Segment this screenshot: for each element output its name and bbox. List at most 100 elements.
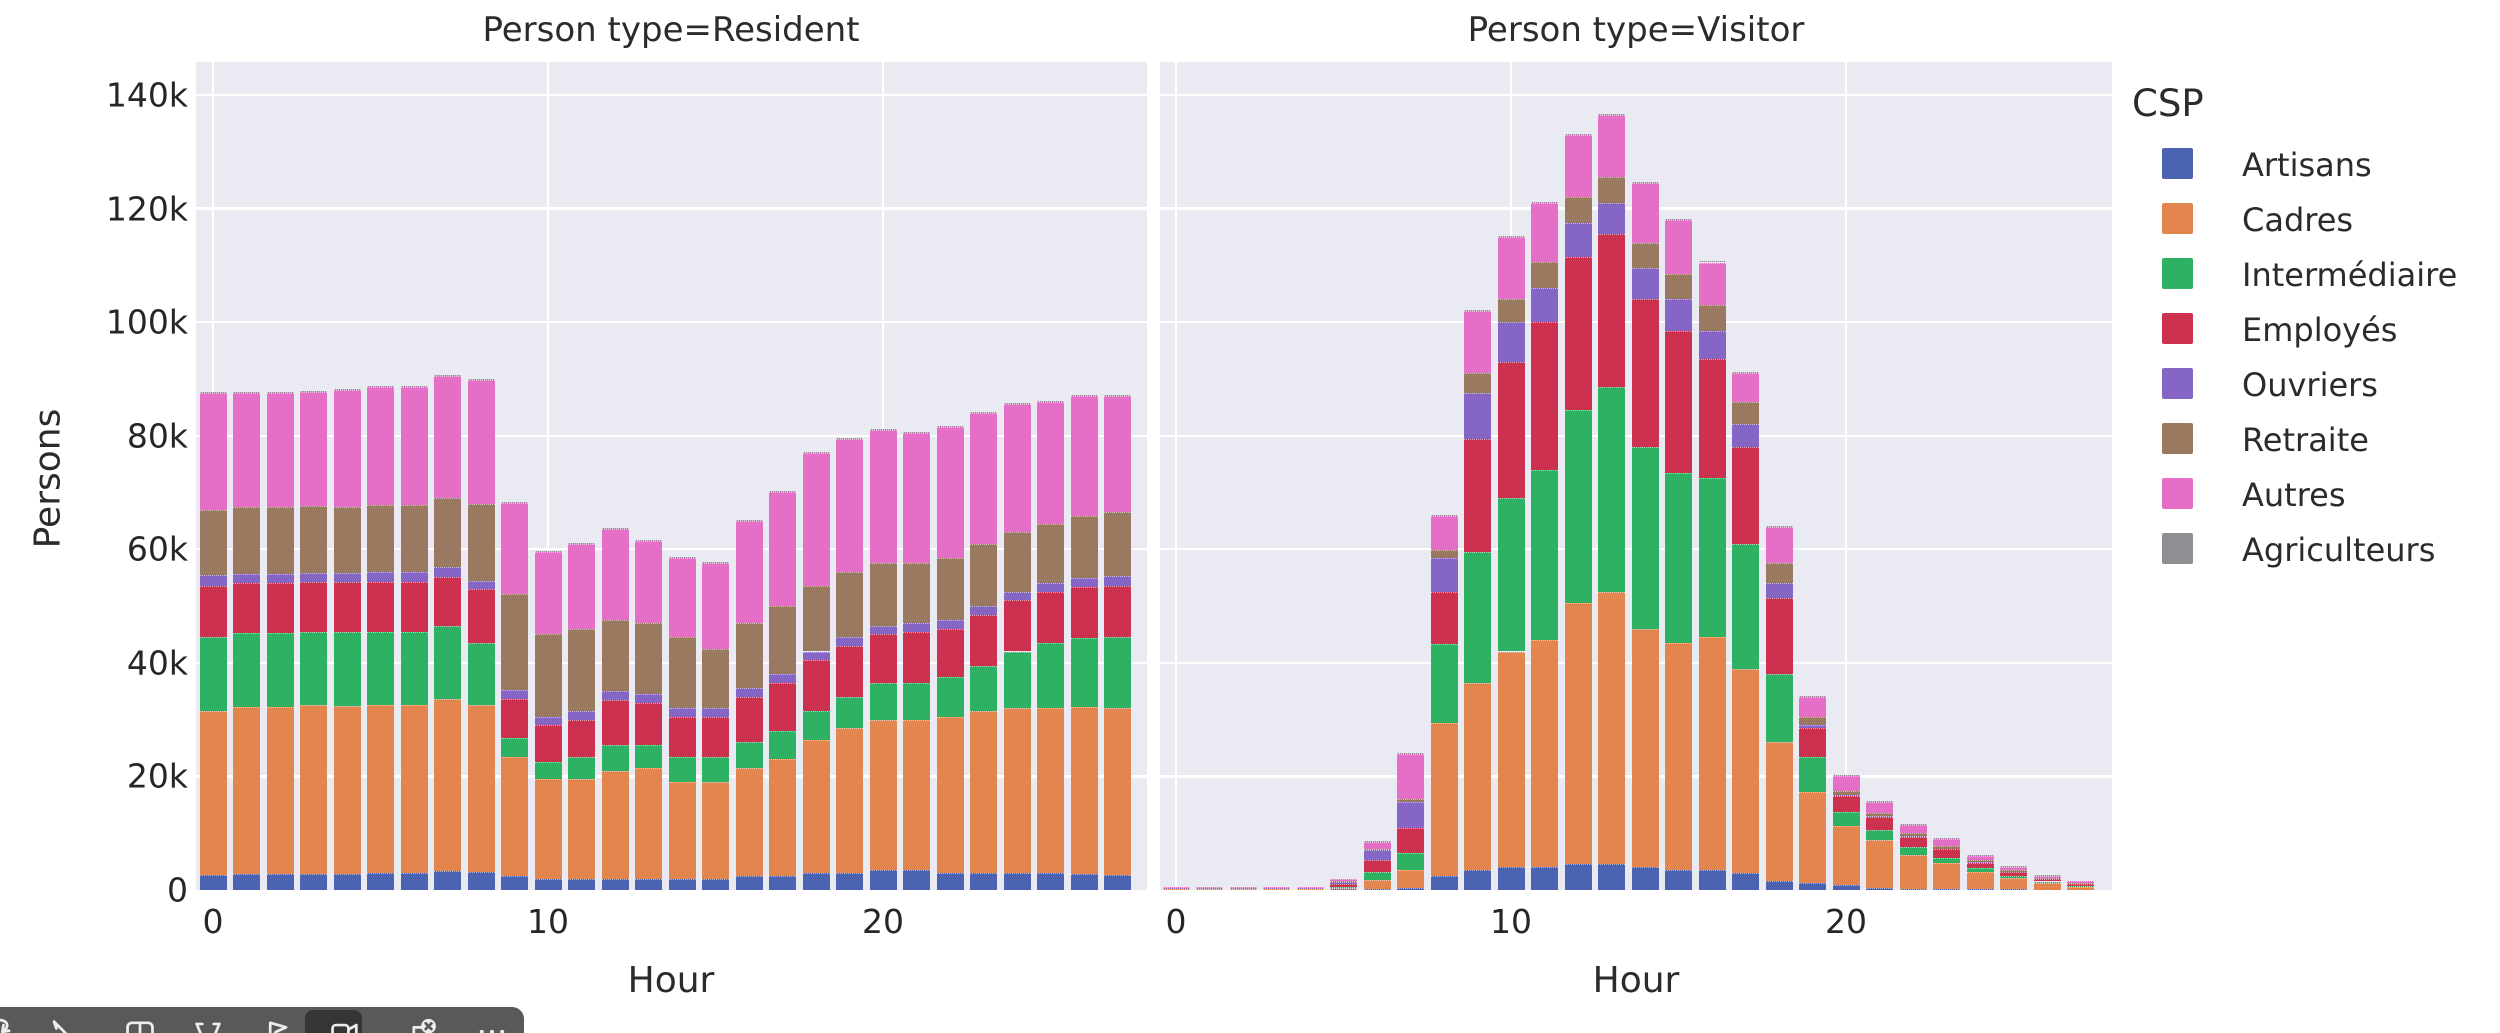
stacked-bar-hour-10 — [534, 551, 562, 890]
bar-segment-artisans — [400, 872, 428, 890]
bar-segment-intermediaire — [936, 677, 964, 717]
bar-segment-autres — [1765, 526, 1793, 564]
bar-segment-retraite — [266, 506, 294, 574]
bar-segment-employes — [467, 589, 495, 643]
bar-segment-ouvriers — [266, 573, 294, 584]
bar-segment-cadres — [1330, 887, 1357, 890]
bar-segment-cadres — [1966, 872, 1994, 890]
bar-segment-retraite — [2067, 882, 2094, 884]
plot-panel-visitor — [1160, 62, 2112, 890]
bar-segment-retraite — [702, 648, 729, 709]
pen-icon[interactable] — [45, 1016, 79, 1033]
bar-segment-autres — [1665, 219, 1692, 274]
bar-segment-retraite — [467, 503, 495, 581]
bar-segment-agriculteurs — [467, 379, 495, 381]
legend-swatch — [2162, 478, 2193, 509]
bar-segment-agriculteurs — [601, 528, 629, 530]
funnel-icon[interactable] — [191, 1016, 225, 1033]
bar-segment-artisans — [1732, 872, 1759, 890]
bar-segment-retraite — [1665, 273, 1692, 300]
bar-segment-cadres — [1765, 742, 1793, 882]
bar-segment-autres — [367, 387, 394, 505]
stacked-bar-hour-12 — [601, 528, 629, 890]
bar-segment-cadres — [1799, 792, 1826, 884]
y-tick-label: 120k — [105, 189, 188, 229]
bar-segment-agriculteurs — [501, 501, 528, 503]
bar-segment-retraite — [1899, 833, 1927, 837]
bar-segment-intermediaire — [199, 636, 227, 711]
gridline-horizontal — [196, 320, 1147, 324]
legend-label: Ouvriers — [2242, 366, 2378, 404]
bar-segment-agriculteurs — [836, 437, 863, 439]
bar-segment-cadres — [735, 767, 763, 876]
bar-segment-intermediaire — [1037, 642, 1064, 709]
bar-segment-employes — [1631, 299, 1659, 448]
bar-segment-intermediaire — [1564, 410, 1592, 604]
bar-segment-autres — [534, 552, 562, 635]
undo-icon[interactable] — [0, 1016, 25, 1033]
bar-segment-agriculteurs — [903, 431, 930, 433]
bar-segment-autres — [601, 529, 629, 621]
bar-segment-autres — [2033, 875, 2061, 879]
stacked-bar-hour-8 — [1430, 514, 1458, 890]
bar-segment-ouvriers — [1631, 268, 1659, 300]
x-tick-label: 10 — [1490, 902, 1532, 941]
bar-segment-autres — [1430, 515, 1458, 550]
bar-segment-cadres — [534, 779, 562, 879]
bar-segment-intermediaire — [266, 632, 294, 707]
bar-segment-autres — [400, 386, 428, 505]
flag-icon[interactable] — [260, 1016, 294, 1033]
bar-segment-cadres — [1070, 706, 1098, 875]
bar-segment-ouvriers — [836, 637, 863, 646]
bar-segment-cadres — [434, 699, 461, 871]
stacked-bar-hour-6 — [1363, 840, 1391, 890]
bar-segment-ouvriers — [869, 625, 897, 635]
bar-segment-retraite — [1037, 523, 1064, 584]
bar-segment-ouvriers — [333, 572, 361, 583]
camera-icon[interactable] — [328, 1016, 362, 1033]
bar-segment-ouvriers — [367, 572, 394, 582]
bar-segment-intermediaire — [2067, 885, 2094, 887]
windows-icon[interactable] — [123, 1016, 157, 1033]
bar-segment-intermediaire — [1430, 643, 1458, 724]
bar-segment-intermediaire — [1003, 651, 1031, 709]
bar-segment-autres — [1598, 114, 1625, 178]
bar-segment-employes — [836, 645, 863, 697]
bar-segment-autres — [434, 376, 461, 499]
bar-segment-retraite — [2033, 877, 2061, 879]
stacked-bar-hour-27 — [1104, 394, 1131, 890]
bar-segment-intermediaire — [434, 625, 461, 700]
bar-segment-intermediaire — [1966, 868, 1994, 873]
bar-segment-cadres — [1698, 637, 1726, 871]
bar-segment-intermediaire — [1631, 447, 1659, 629]
bar-segment-ouvriers — [1832, 794, 1860, 797]
bar-segment-employes — [601, 699, 629, 746]
bar-segment-retraite — [1966, 860, 1994, 863]
bar-segment-agriculteurs — [1363, 840, 1391, 842]
bar-segment-intermediaire — [1799, 756, 1826, 793]
bar-segment-agriculteurs — [534, 551, 562, 553]
bar-segment-agriculteurs — [769, 491, 796, 493]
bar-segment-retraite — [668, 637, 696, 709]
stacked-bar-hour-15 — [1665, 218, 1692, 890]
bar-segment-intermediaire — [735, 742, 763, 768]
bar-segment-ouvriers — [1330, 882, 1357, 885]
bar-segment-agriculteurs — [568, 542, 595, 544]
bar-segment-employes — [1003, 600, 1031, 652]
bar-segment-artisans — [1497, 867, 1525, 890]
bar-segment-autres — [1531, 202, 1558, 263]
stacked-bar-hour-5 — [367, 386, 394, 890]
close-badge-icon[interactable] — [407, 1016, 441, 1033]
bar-segment-agriculteurs — [1732, 372, 1759, 374]
bar-segment-ouvriers — [1665, 299, 1692, 331]
stacked-bar-hour-19 — [836, 437, 863, 890]
bar-segment-cadres — [869, 719, 897, 871]
bar-segment-employes — [769, 682, 796, 731]
bar-segment-autres — [501, 502, 528, 594]
stacked-bar-hour-27 — [2067, 881, 2094, 890]
more-icon[interactable] — [475, 1016, 509, 1033]
bar-segment-autres — [1966, 855, 1994, 861]
bar-segment-employes — [1363, 860, 1391, 872]
stacked-bar-hour-3 — [300, 390, 327, 890]
